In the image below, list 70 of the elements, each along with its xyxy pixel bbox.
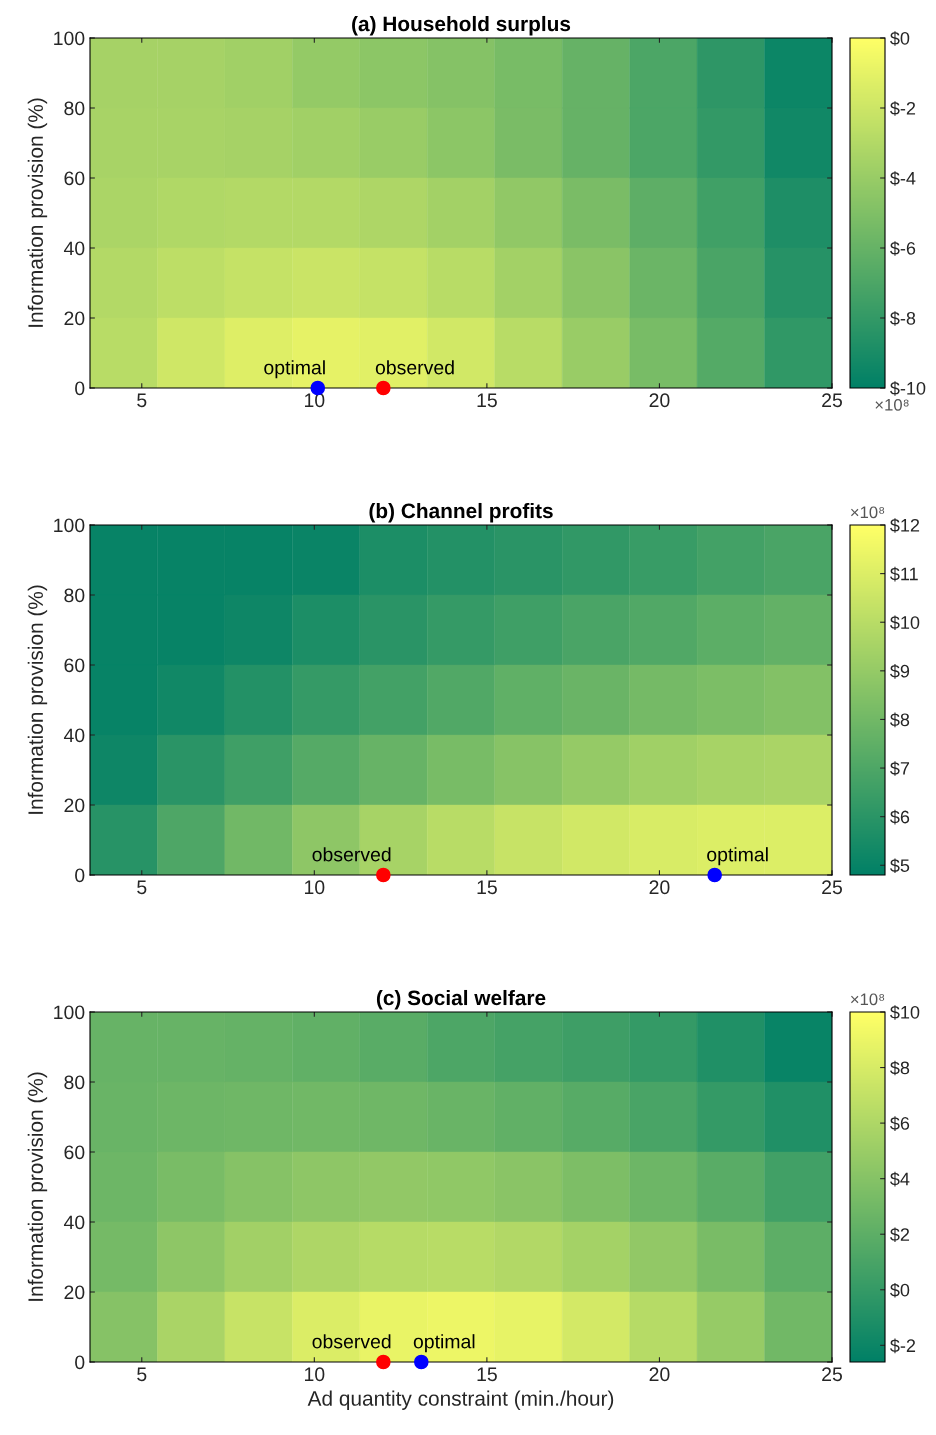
x-tick-label: 15 [477,1367,497,1382]
y-tick-label: 20 [64,1285,85,1300]
x-tick-label: 20 [649,880,670,895]
x-tick-label: 10 [305,1367,325,1382]
text: ×10⁸ [875,398,909,411]
x-tick-label: 10 [305,880,325,895]
x-axis-title: Ad quantity constraint (min./hour) [307,1390,614,1410]
chart-title: (c) Social welfare [376,989,546,1010]
series-label: optimal [264,360,325,379]
color-bar-label: $-8 [890,311,916,326]
x-tick-label: 5 [137,880,147,895]
y-tick-label: 0 [75,381,85,396]
color-bar-label: $2 [890,1227,910,1243]
x-tick-label: 5 [137,393,147,408]
y-tick-label: 20 [64,311,85,326]
y-tick-label: 60 [64,1145,85,1160]
x-tick-label: 20 [649,1367,670,1382]
color-bar-label: $0 [890,31,910,46]
x-tick-label: 25 [822,393,842,408]
color-bar-label: $10 [890,615,920,631]
color-bar-label: $11 [890,566,918,582]
y-tick-label: 100 [54,1005,85,1020]
y-tick-label: 60 [64,658,85,673]
series-label: optimal [413,1334,475,1353]
series-label: optimal [707,847,768,866]
x-tick-label: 20 [649,393,670,408]
x-tick-label: 15 [477,880,497,895]
y-tick-label: 40 [63,241,85,256]
x-tick-label: 25 [822,1367,842,1382]
y-axis-title: Information provision (%) [27,1072,48,1301]
color-bar-label: $-2 [890,101,916,116]
y-tick-label: 100 [54,31,85,46]
y-tick-label: 40 [63,1215,85,1230]
color-bar-label: $8 [890,1060,910,1076]
color-bar-label: $-6 [890,241,916,256]
color-bar-label: $0 [890,1282,910,1298]
y-tick-label: 80 [64,101,85,116]
series-label: observed [312,1334,391,1349]
color-bar-label: $-10 [890,381,926,396]
color-bar-label: $-2 [890,1338,916,1354]
y-tick-label: 20 [64,798,85,813]
color-bar-label: $4 [890,1171,910,1187]
color-bar-label: $8 [890,712,910,728]
chart-title: (b) Channel profits [369,502,553,523]
chart-title: (a) Household surplus [352,15,571,36]
color-bar-title: ×10⁸ [851,506,885,519]
y-tick-label: 80 [64,588,85,603]
y-tick-label: 60 [64,171,85,186]
x-tick-label: 10 [305,393,325,408]
color-bar-label: $7 [890,761,910,776]
color-bar-label: $9 [890,664,910,679]
color-bar-label: $12 [890,518,920,533]
color-bar-label: $5 [890,858,910,874]
y-tick-label: 0 [75,1355,85,1370]
color-bar-label: $-4 [890,171,916,186]
x-tick-label: 25 [822,880,842,895]
y-tick-label: 0 [75,868,85,883]
x-tick-label: 15 [477,393,497,408]
y-tick-label: 100 [54,518,85,533]
color-bar-label: $10 [890,1005,920,1020]
series-label: observed [375,360,454,375]
y-tick-label: 80 [64,1075,85,1090]
series-label: observed [312,847,391,862]
y-axis-title: Information provision (%) [27,98,48,327]
y-tick-label: 40 [63,728,85,743]
color-bar-label: $6 [890,809,910,825]
y-axis-title: Information provision (%) [27,585,48,814]
color-bar-label: $6 [890,1116,910,1131]
color-bar-title: ×10⁸ [851,993,885,1006]
x-tick-label: 5 [137,1367,147,1382]
